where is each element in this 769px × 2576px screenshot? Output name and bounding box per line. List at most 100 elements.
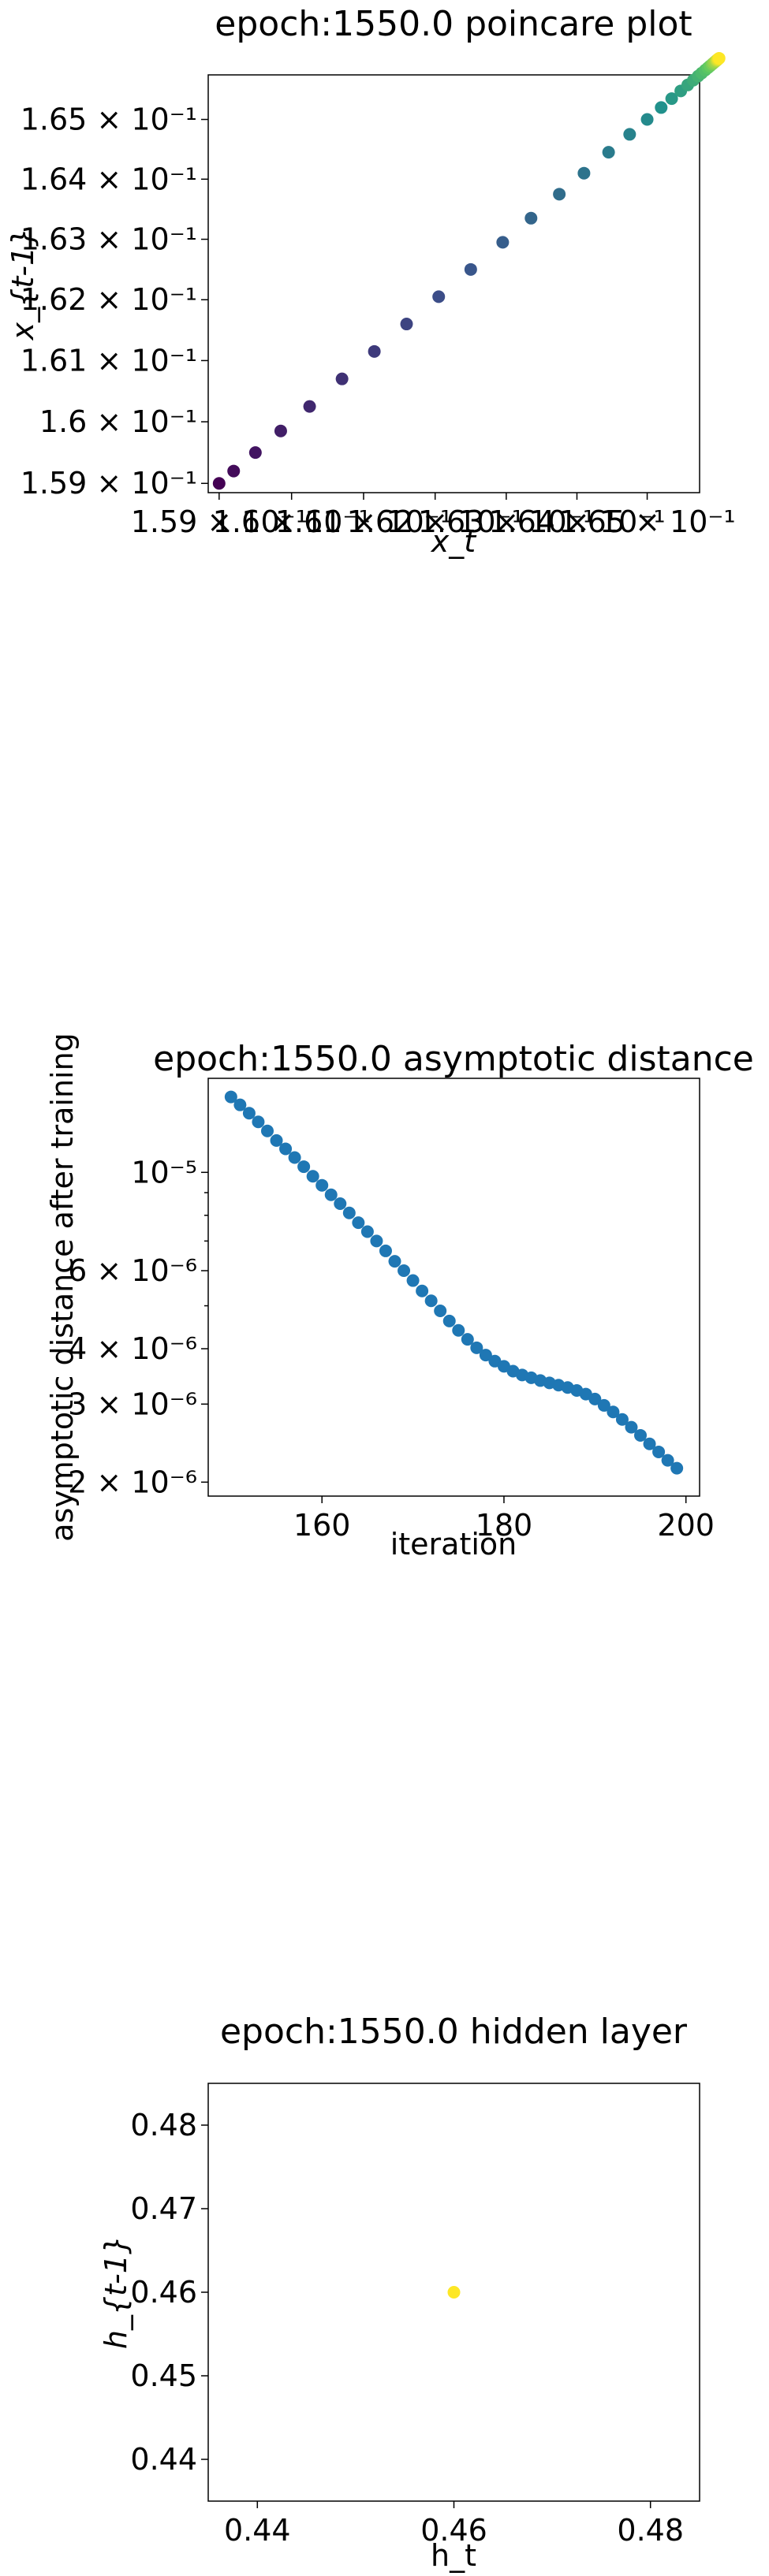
asymptotic-data-point (424, 1294, 438, 1308)
poincare-y-axis-label: x_{t-1} (6, 228, 40, 341)
asymptotic-data-point (260, 1124, 274, 1137)
asymptotic-data-point (634, 1428, 648, 1442)
poincare-plot-area (207, 74, 700, 493)
poincare-data-point (432, 290, 446, 303)
asymptotic-data-point (461, 1333, 474, 1346)
asymptotic-data-point (442, 1314, 456, 1327)
hidden-layer-x-tick-label: 0.48 (617, 2513, 684, 2548)
poincare-data-point (602, 146, 615, 159)
asymptotic-data-point (297, 1160, 311, 1174)
poincare-y-tick-label: 1.61 × 10⁻¹ (21, 343, 197, 378)
asymptotic-data-point (625, 1420, 638, 1434)
asymptotic-plot-area (207, 1078, 700, 1497)
poincare-x-tick-label: 1.64 × 10⁻¹ (488, 504, 665, 539)
poincare-data-point (712, 51, 726, 65)
asymptotic-data-point (479, 1349, 492, 1362)
poincare-y-tick-label: 1.63 × 10⁻¹ (21, 222, 197, 257)
asymptotic-data-point (661, 1454, 674, 1467)
asymptotic-data-point (398, 1264, 411, 1278)
asymptotic-y-tick-label: 6 × 10⁻⁶ (68, 1253, 197, 1288)
asymptotic-data-point (370, 1234, 383, 1248)
poincare-x-tick-label: 1.65 × 10⁻¹ (558, 504, 735, 539)
asymptotic-data-point (242, 1107, 256, 1120)
poincare-data-point (227, 464, 241, 478)
poincare-data-point (400, 318, 413, 331)
poincare-data-point (623, 128, 636, 141)
poincare-x-tick-label: 1.59 × 10⁻¹ (131, 504, 308, 539)
asymptotic-data-point (315, 1178, 329, 1192)
asymptotic-data-point (416, 1284, 429, 1297)
asymptotic-y-tick-label: 4 × 10⁻⁶ (68, 1331, 197, 1366)
hidden-layer-x-tick-label: 0.44 (224, 2513, 291, 2548)
asymptotic-data-point (379, 1244, 392, 1257)
asymptotic-data-point (342, 1206, 356, 1219)
poincare-y-tick-label: 1.64 × 10⁻¹ (21, 162, 197, 196)
hidden-layer-y-tick-label: 0.46 (130, 2275, 197, 2310)
poincare-data-point (577, 166, 591, 180)
asymptotic-x-tick-label: 180 (476, 1508, 533, 1543)
asymptotic-y-tick-label: 2 × 10⁻⁶ (68, 1465, 197, 1499)
asymptotic-y-tick-label: 3 × 10⁻⁶ (68, 1387, 197, 1421)
poincare-x-tick-label: 1.62 × 10⁻¹ (347, 504, 524, 539)
asymptotic-y-axis-label: asymptotic distance after training (45, 1033, 80, 1542)
poincare-data-point (335, 372, 349, 385)
asymptotic-data-point (360, 1225, 374, 1238)
hidden-layer-title: epoch:1550.0 hidden layer (220, 2012, 688, 2052)
hidden-layer-chart: epoch:1550.0 hidden layer 0.44 0.45 0.46 0.… (99, 2012, 700, 2573)
asymptotic-data-point (270, 1134, 283, 1147)
poincare-y-tick-label: 1.59 × 10⁻¹ (21, 466, 197, 501)
hidden-layer-y-tick-label: 0.48 (130, 2108, 197, 2142)
hidden-layer-x-tick-label: 0.46 (420, 2513, 487, 2548)
poincare-data-point (248, 446, 262, 460)
poincare-chart: epoch:1550.0 poincare plot 1.59 × 10⁻¹1.… (6, 4, 736, 559)
asymptotic-data-point (324, 1188, 338, 1201)
asymptotic-data-point (306, 1170, 319, 1183)
poincare-y-tick-label: 1.62 × 10⁻¹ (21, 282, 197, 317)
poincare-data-point (496, 236, 510, 249)
poincare-y-tick-label: 1.65 × 10⁻¹ (21, 102, 197, 137)
asymptotic-distance-chart: epoch:1550.0 asymptotic distance 2 × 10⁻… (45, 1033, 754, 1562)
asymptotic-data-point (406, 1274, 420, 1287)
asymptotic-data-point (334, 1197, 347, 1210)
poincare-title: epoch:1550.0 poincare plot (215, 4, 692, 44)
poincare-data-point (368, 344, 381, 358)
poincare-x-axis-label: x_t (431, 524, 477, 559)
hidden-layer-y-tick-label: 0.44 (130, 2442, 197, 2477)
asymptotic-data-point (224, 1090, 237, 1104)
poincare-data-point (212, 477, 226, 490)
poincare-x-tick-label: 1.6 × 10⁻¹ (213, 504, 371, 539)
poincare-data-point (655, 101, 668, 114)
asymptotic-y-tick-label: 10⁻⁵ (131, 1155, 197, 1189)
asymptotic-data-point (352, 1216, 365, 1230)
poincare-data-point (464, 262, 477, 276)
asymptotic-data-point (652, 1445, 666, 1458)
poincare-x-tick-label: 1.61 × 10⁻¹ (275, 504, 452, 539)
asymptotic-x-axis-label: iteration (390, 1527, 517, 1562)
asymptotic-data-point (452, 1323, 465, 1337)
asymptotic-data-point (597, 1398, 610, 1412)
asymptotic-data-point (607, 1405, 620, 1419)
poincare-data-point (524, 211, 538, 225)
poincare-data-point (303, 400, 316, 413)
hidden-layer-y-tick-label: 0.45 (130, 2358, 197, 2393)
poincare-data-point (665, 92, 678, 106)
hidden-layer-x-axis-label: h_t (431, 2538, 476, 2573)
asymptotic-data-point (615, 1413, 629, 1426)
poincare-data-point (640, 113, 654, 126)
asymptotic-data-point (470, 1341, 483, 1354)
hidden-layer-data-point (447, 2286, 461, 2299)
asymptotic-data-point (279, 1142, 293, 1156)
asymptotic-title: epoch:1550.0 asymptotic distance (153, 1039, 754, 1079)
asymptotic-data-point (252, 1115, 265, 1129)
poincare-data-point (553, 188, 566, 201)
hidden-layer-y-tick-label: 0.47 (130, 2191, 197, 2226)
hidden-layer-y-axis-label: h_{t-1} (99, 2235, 133, 2349)
asymptotic-data-point (288, 1151, 301, 1164)
asymptotic-data-point (670, 1461, 684, 1475)
asymptotic-data-point (434, 1304, 447, 1317)
asymptotic-data-point (588, 1392, 602, 1405)
asymptotic-data-point (643, 1437, 656, 1450)
poincare-data-point (274, 424, 287, 437)
asymptotic-x-tick-label: 160 (293, 1508, 351, 1543)
